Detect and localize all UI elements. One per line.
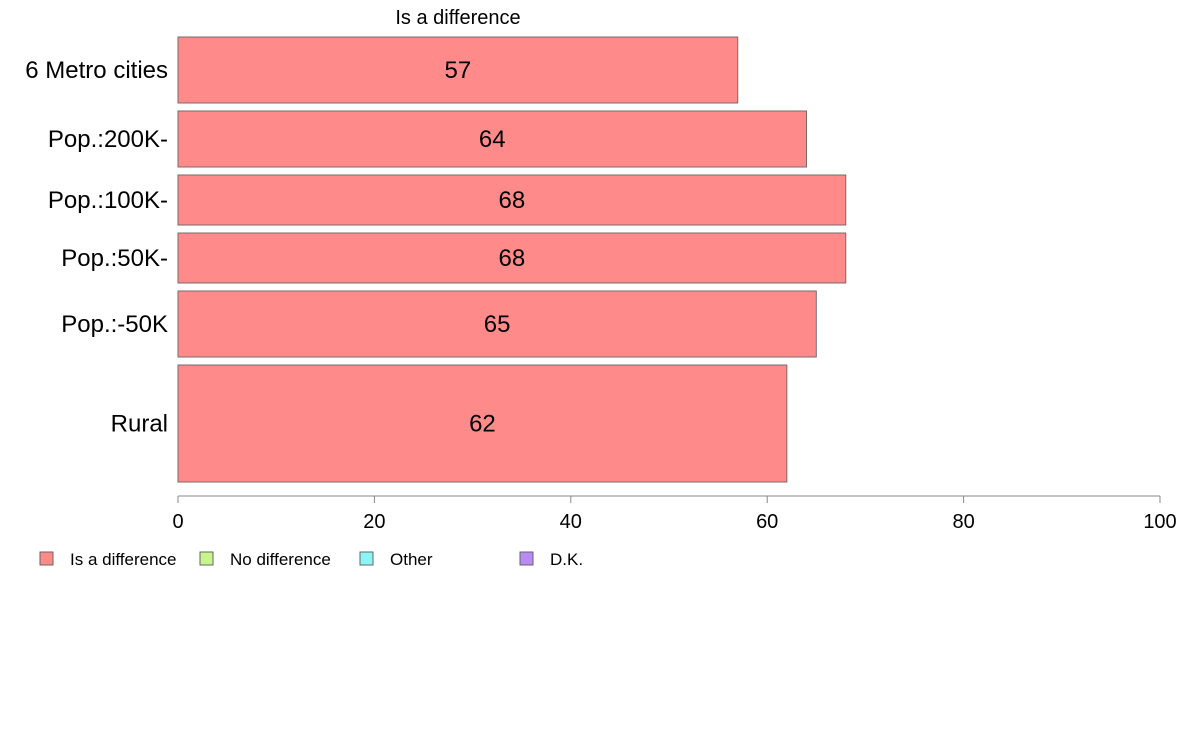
bar-value-label: 64 — [479, 126, 506, 153]
bar — [177, 110, 807, 168]
legend-label: D.K. — [550, 550, 583, 569]
bar-value-label: 68 — [499, 245, 526, 272]
legend: Is a difference No difference Other D.K. — [39, 550, 583, 569]
x-tick-label: 40 — [560, 511, 582, 533]
bar-value-label: 65 — [484, 311, 511, 338]
legend-swatch — [519, 551, 534, 566]
category-label: Pop.:50K- — [61, 245, 168, 272]
bar — [177, 174, 847, 226]
bar — [177, 290, 817, 358]
legend-swatch — [359, 551, 374, 566]
category-label: 6 Metro cities — [25, 57, 168, 84]
bar — [177, 36, 739, 104]
bars-group — [177, 36, 847, 483]
category-label: Pop.:100K- — [48, 187, 168, 214]
x-tick-label: 0 — [172, 511, 183, 533]
x-tick-label: 80 — [952, 511, 974, 533]
bar-value-label: 57 — [445, 57, 472, 84]
category-label: Pop.:-50K — [61, 311, 168, 338]
bar-value-label: 62 — [469, 411, 496, 438]
legend-label: Other — [390, 550, 433, 569]
legend-swatch — [199, 551, 214, 566]
chart-title: Is a difference — [395, 7, 520, 29]
legend-label: Is a difference — [70, 550, 176, 569]
legend-swatch — [39, 551, 54, 566]
x-tick-label: 100 — [1143, 511, 1176, 533]
x-tick-label: 20 — [363, 511, 385, 533]
x-tick-label: 60 — [756, 511, 778, 533]
bar — [177, 364, 788, 483]
bar — [177, 232, 847, 284]
legend-label: No difference — [230, 550, 331, 569]
data-labels: 57 64 68 68 65 62 — [445, 57, 526, 438]
category-labels: 6 Metro cities Pop.:200K- Pop.:100K- Pop.:5… — [25, 57, 168, 438]
category-label: Pop.:200K- — [48, 126, 168, 153]
bar-value-label: 68 — [499, 187, 526, 214]
x-axis: 0 20 40 60 80 100 — [172, 495, 1177, 533]
category-label: Rural — [111, 411, 168, 438]
